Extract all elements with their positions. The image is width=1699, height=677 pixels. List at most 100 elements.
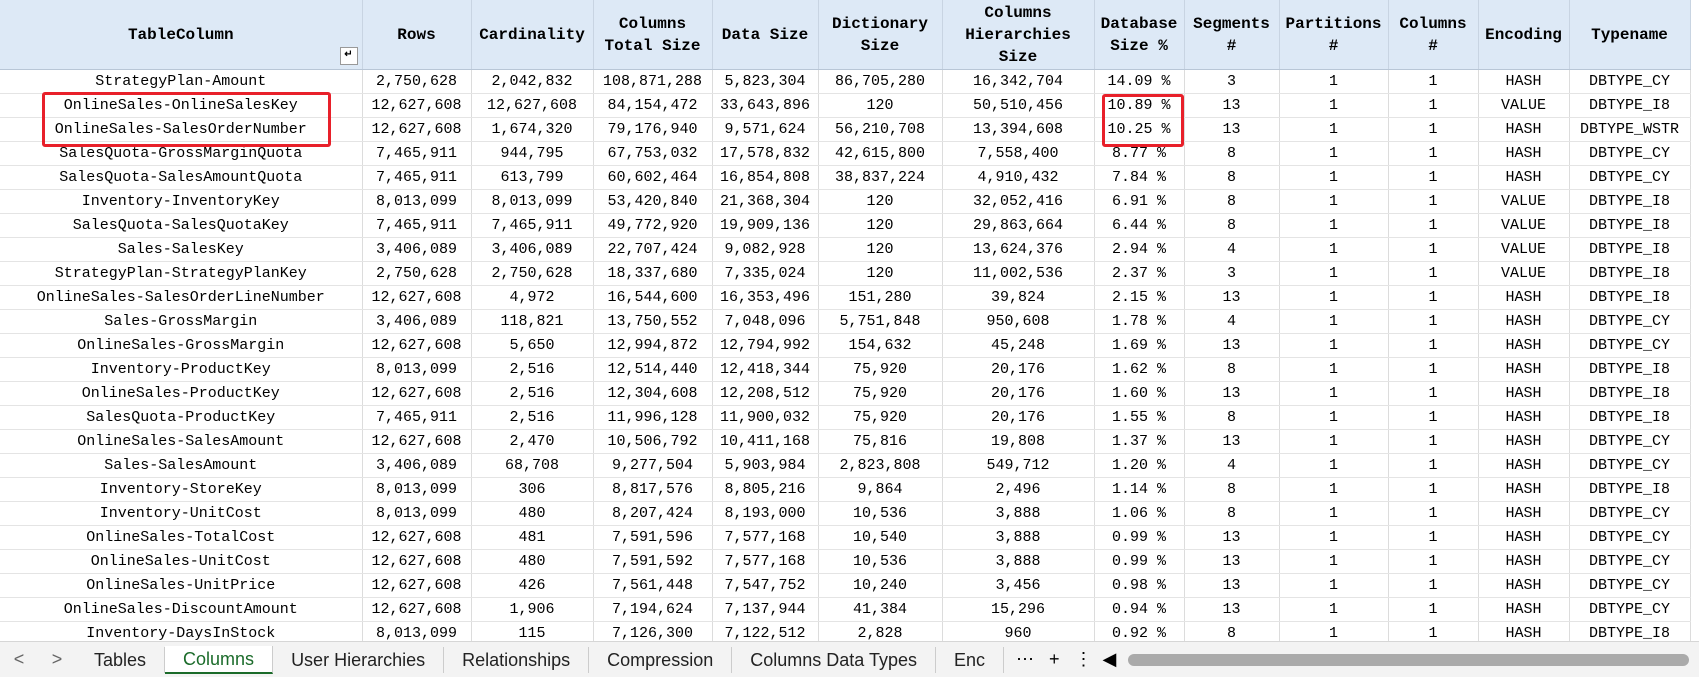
cell: 1 [1388,141,1479,166]
cell: OnlineSales-SalesOrderLineNumber [0,285,363,310]
cell: 49,772,920 [593,213,713,238]
cell: 1 [1279,189,1389,214]
cell: 154,632 [818,333,943,358]
sheet-tab[interactable]: Tables [76,646,166,673]
cell: 15,296 [942,597,1095,622]
scrollbar[interactable] [1128,653,1689,666]
cell: 1 [1279,141,1389,166]
filter-button[interactable]: ↵ [339,47,358,65]
cell: 1 [1279,261,1389,286]
cell: 75,920 [818,405,943,430]
cell: DBTYPE_I8 [1569,237,1691,262]
cell: 1 [1279,549,1389,574]
table-row: Inventory-ProductKey 8,013,099 2,516 12,514… [0,357,1691,382]
table-row: Sales-SalesAmount 3,406,089 68,708 9,277,50… [0,453,1691,478]
cell: 7,465,911 [362,141,472,166]
column-header: Typename [1569,0,1691,70]
cell: 13,750,552 [593,309,713,334]
cell: 3,406,089 [362,237,472,262]
cell: 944,795 [471,141,594,166]
cell: 14.09 % [1094,69,1185,94]
cell: 1 [1388,525,1479,550]
cell: 56,210,708 [818,117,943,142]
cell: 11,002,536 [942,261,1095,286]
cell: 16,854,808 [712,165,819,190]
cell: 1 [1388,165,1479,190]
cell: DBTYPE_CY [1569,597,1691,622]
cell: 60,602,464 [593,165,713,190]
cell: 12,514,440 [593,357,713,382]
cell: HASH [1478,429,1570,454]
cell: 1.69 % [1094,333,1185,358]
cell: 12,627,608 [362,117,472,142]
cell: 8,817,576 [593,477,713,502]
cell: 45,248 [942,333,1095,358]
cell: OnlineSales-SalesAmount [0,429,363,454]
cell: 7,561,448 [593,573,713,598]
cell: 120 [818,213,943,238]
column-header: TableColumn ↵ [0,0,363,70]
cell: 12,304,608 [593,381,713,406]
cell: DBTYPE_CY [1569,525,1691,550]
table-row: OnlineSales-SalesAmount 12,627,608 2,470 10… [0,429,1691,454]
cell: 12,627,608 [362,549,472,574]
cell: 2,516 [471,357,594,382]
cell: 8,013,099 [362,189,472,214]
cell: 8 [1184,213,1280,238]
cell: 118,821 [471,309,594,334]
cell: OnlineSales-OnlineSalesKey [0,93,363,118]
cell: 6.44 % [1094,213,1185,238]
cell: 19,808 [942,429,1095,454]
cell: 1 [1279,573,1389,598]
cell: 3,888 [942,525,1095,550]
sheet-tab[interactable]: Columns Data Types [732,646,936,673]
cell: 1 [1388,501,1479,526]
cell: 120 [818,93,943,118]
cell: 16,353,496 [712,285,819,310]
cell: OnlineSales-GrossMargin [0,333,363,358]
cell: 4 [1184,453,1280,478]
cell: 3 [1184,261,1280,286]
table-row: Sales-GrossMargin 3,406,089 118,821 13,750,… [0,309,1691,334]
cell: HASH [1478,573,1570,598]
sheet-tab[interactable]: User Hierarchies [273,646,445,673]
column-header: Cardinality [471,0,594,70]
cell: 115 [471,621,594,641]
cell: Inventory-ProductKey [0,357,363,382]
cell: 1.37 % [1094,429,1185,454]
data-table: TableColumn ↵ Rows Cardinality Columns Total… [0,0,1691,641]
cell: 8 [1184,141,1280,166]
cell: 0.99 % [1094,525,1185,550]
cell: DBTYPE_CY [1569,453,1691,478]
cell: 1 [1279,405,1389,430]
prev-sheet[interactable]: < [13,649,25,669]
cell: 67,753,032 [593,141,713,166]
cell: 5,903,984 [712,453,819,478]
cell: DBTYPE_CY [1569,141,1691,166]
cell: DBTYPE_I8 [1569,285,1691,310]
cell: 0.99 % [1094,549,1185,574]
cell: DBTYPE_WSTR [1569,117,1691,142]
cell: 1 [1388,573,1479,598]
cell: 1 [1388,117,1479,142]
cell: 1.06 % [1094,501,1185,526]
sheet-tab[interactable]: Columns [165,645,274,674]
next-sheet[interactable]: > [51,649,63,669]
cell: 50,510,456 [942,93,1095,118]
sheet-tab[interactable]: Enc [936,646,1004,673]
cell: 2.94 % [1094,237,1185,262]
cell: 8,805,216 [712,477,819,502]
cell: 1 [1279,117,1389,142]
cell: HASH [1478,621,1570,641]
cell: 1 [1388,69,1479,94]
cell: 75,920 [818,357,943,382]
cell: 1 [1279,525,1389,550]
more-tabs[interactable]: ⋯ + ⋮ ◀ [1016,649,1117,669]
cell: 8 [1184,189,1280,214]
sheet-tab[interactable]: Relationships [444,646,590,673]
sheet-tab[interactable]: Compression [589,646,733,673]
cell: 1 [1279,213,1389,238]
cell: 960 [942,621,1095,641]
cell: 1 [1388,93,1479,118]
cell: StrategyPlan-Amount [0,69,363,94]
